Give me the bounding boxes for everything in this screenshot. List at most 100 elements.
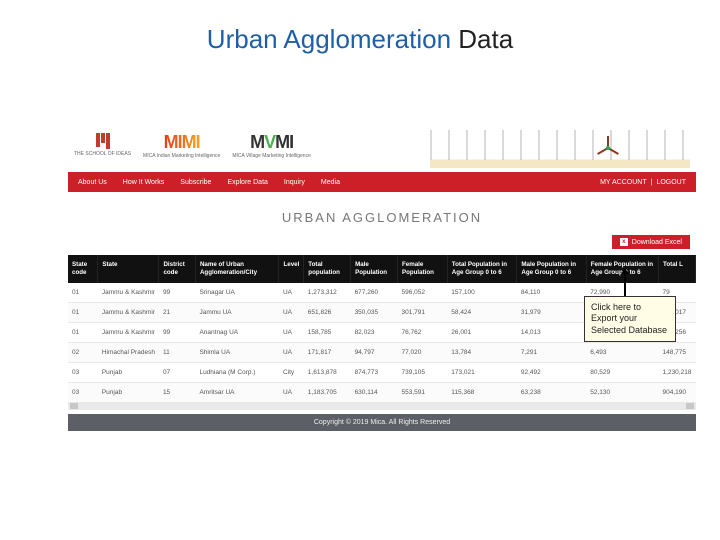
table-cell: 158,785 [304, 322, 351, 342]
table-cell: 874,773 [351, 362, 398, 382]
table-cell: 02 [68, 342, 98, 362]
screenshot-region: THE SCHOOL OF IDEAS MIMI MICA Indian Mar… [68, 118, 696, 510]
table-cell: 14,013 [517, 322, 586, 342]
table-header-cell: Level [279, 255, 304, 283]
table-row: 03Punjab15Amritsar UAUA1,183,705630,1145… [68, 382, 696, 402]
mvmi-pre: M [250, 132, 264, 152]
mvmi-logo: MVMI MICA Village Marketing Intelligence [232, 132, 311, 159]
table-cell: 84,110 [517, 283, 586, 303]
table-cell: UA [279, 382, 304, 402]
table-cell: UA [279, 302, 304, 322]
table-cell: UA [279, 283, 304, 303]
table-cell: Jammu & Kashmir [98, 302, 159, 322]
table-cell: Himachal Pradesh [98, 342, 159, 362]
table-row: 02Himachal Pradesh11Shimla UAUA171,81794… [68, 342, 696, 362]
scroll-right-icon[interactable] [686, 403, 694, 409]
nav-item[interactable]: Media [321, 179, 340, 186]
table-header-cell: Male Population [351, 255, 398, 283]
table-cell: 03 [68, 382, 98, 402]
nav-item[interactable]: How It Works [123, 179, 165, 186]
mimi-text: MIMI [164, 132, 200, 153]
table-cell: UA [279, 322, 304, 342]
table-cell: 01 [68, 302, 98, 322]
table-cell: 99 [159, 283, 196, 303]
callout-arrow-icon [624, 274, 626, 296]
table-header-cell: Male Population in Age Group 0 to 6 [517, 255, 586, 283]
table-cell: 148,775 [659, 342, 696, 362]
table-header-cell: State code [68, 255, 98, 283]
table-cell: 171,817 [304, 342, 351, 362]
slide-title: Urban Agglomeration Data [0, 0, 720, 69]
download-label: Download Excel [632, 239, 682, 246]
table-cell: 630,114 [351, 382, 398, 402]
table-cell: Jammu UA [195, 302, 279, 322]
table-cell: 26,001 [447, 322, 517, 342]
table-header-cell: Total Population in Age Group 0 to 6 [447, 255, 517, 283]
table-cell: 1,183,705 [304, 382, 351, 402]
table-cell: 80,529 [586, 362, 658, 382]
mica-mark-icon [96, 133, 110, 149]
table-cell: Shimla UA [195, 342, 279, 362]
horizontal-scrollbar[interactable] [68, 402, 696, 410]
nav-logout[interactable]: LOGOUT [656, 179, 686, 186]
table-cell: 6,493 [586, 342, 658, 362]
table-header-cell: Female Population [397, 255, 447, 283]
table-cell: City [279, 362, 304, 382]
mvmi-post: MI [275, 132, 293, 152]
download-row: x Download Excel [68, 235, 696, 255]
nav-item[interactable]: Explore Data [227, 179, 267, 186]
table-cell: 58,424 [447, 302, 517, 322]
table-cell: 739,105 [397, 362, 447, 382]
table-cell: Ludhiana (M Corp.) [195, 362, 279, 382]
mimi-sub: MICA Indian Marketing Intelligence [143, 153, 220, 159]
nav-item[interactable]: Inquiry [284, 179, 305, 186]
mvmi-text: MVMI [250, 132, 293, 153]
nav-item[interactable]: About Us [78, 179, 107, 186]
callout-note: Click here to Export your Selected Datab… [584, 296, 676, 342]
table-cell: 52,130 [586, 382, 658, 402]
table-cell: 94,797 [351, 342, 398, 362]
table-cell: Punjab [98, 382, 159, 402]
table-cell: 301,791 [397, 302, 447, 322]
footer: Copyright © 2019 Mica. All Rights Reserv… [68, 414, 696, 431]
table-cell: Jammu & Kashmir [98, 322, 159, 342]
windmill-icon [596, 136, 620, 160]
mica-logo: THE SCHOOL OF IDEAS [74, 133, 131, 157]
nav-account[interactable]: MY ACCOUNT [600, 179, 647, 186]
city-illustration [430, 122, 690, 168]
table-header-cell: Name of Urban Agglomeration/City [195, 255, 279, 283]
table-cell: Amritsar UA [195, 382, 279, 402]
table-header-cell: District code [159, 255, 196, 283]
table-cell: 92,492 [517, 362, 586, 382]
table-cell: 553,591 [397, 382, 447, 402]
table-cell: 350,035 [351, 302, 398, 322]
table-cell: 99 [159, 322, 196, 342]
table-cell: 21 [159, 302, 196, 322]
table-cell: 15 [159, 382, 196, 402]
slide-title-part1: Urban Agglomeration [207, 24, 458, 54]
scroll-left-icon[interactable] [70, 403, 78, 409]
table-cell: 03 [68, 362, 98, 382]
table-cell: 76,762 [397, 322, 447, 342]
table-cell: 7,291 [517, 342, 586, 362]
slide-title-part2: Data [458, 24, 513, 54]
nav-right: MY ACCOUNT | LOGOUT [600, 179, 686, 186]
navbar: About Us How It Works Subscribe Explore Dat… [68, 172, 696, 192]
nav-item[interactable]: Subscribe [180, 179, 211, 186]
section-title: URBAN AGGLOMERATION [68, 192, 696, 235]
table-header-cell: State [98, 255, 159, 283]
table-cell: 07 [159, 362, 196, 382]
table-header-cell: Total L [659, 255, 696, 283]
table-cell: 13,784 [447, 342, 517, 362]
table-cell: 596,052 [397, 283, 447, 303]
download-excel-button[interactable]: x Download Excel [612, 235, 690, 249]
table-cell: 173,021 [447, 362, 517, 382]
mvmi-v: V [264, 132, 275, 152]
table-cell: 115,368 [447, 382, 517, 402]
nav-sep: | [651, 179, 653, 186]
table-cell: Punjab [98, 362, 159, 382]
table-cell: 157,100 [447, 283, 517, 303]
table-cell: 1,273,312 [304, 283, 351, 303]
table-cell: Jammu & Kashmir [98, 283, 159, 303]
table-cell: 77,020 [397, 342, 447, 362]
